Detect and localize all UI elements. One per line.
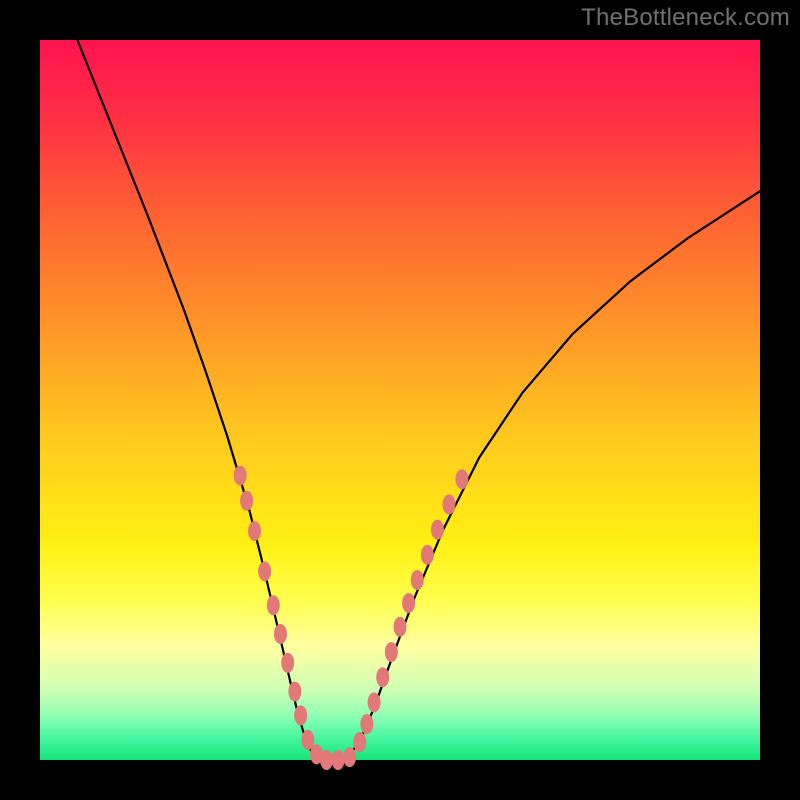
marker-point (368, 692, 381, 712)
marker-point (281, 653, 294, 673)
marker-point (376, 667, 389, 687)
marker-point (431, 520, 444, 540)
marker-point (248, 521, 261, 541)
marker-point (402, 593, 415, 613)
marker-point (288, 682, 301, 702)
marker-point (332, 750, 345, 770)
marker-point (411, 570, 424, 590)
marker-point (360, 714, 373, 734)
marker-point (442, 494, 455, 514)
marker-point (294, 705, 307, 725)
markers-bottom (320, 747, 356, 770)
chart-svg (0, 0, 800, 800)
marker-point (240, 491, 253, 511)
marker-point (234, 466, 247, 486)
marker-point (455, 469, 468, 489)
marker-point (320, 750, 333, 770)
marker-point (274, 624, 287, 644)
marker-point (343, 747, 356, 767)
chart-stage: TheBottleneck.com (0, 0, 800, 800)
plot-area (40, 40, 760, 760)
marker-point (421, 545, 434, 565)
marker-point (258, 561, 271, 581)
marker-point (267, 595, 280, 615)
watermark-text: TheBottleneck.com (581, 4, 790, 32)
marker-point (385, 642, 398, 662)
marker-point (353, 732, 366, 752)
marker-point (394, 617, 407, 637)
